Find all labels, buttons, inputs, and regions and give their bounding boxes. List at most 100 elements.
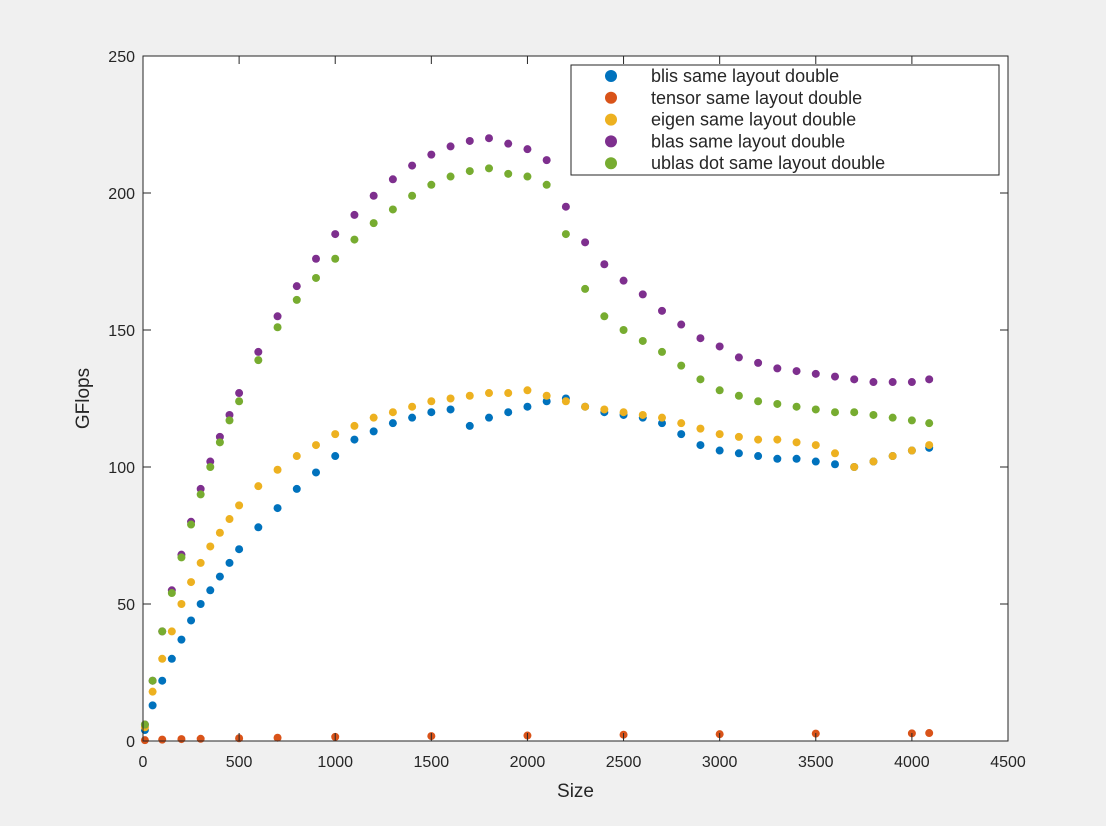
data-point xyxy=(677,320,686,329)
data-point xyxy=(388,175,397,184)
data-point xyxy=(140,736,149,745)
data-point xyxy=(600,405,609,414)
data-point xyxy=(148,687,157,696)
x-tick-label: 3000 xyxy=(702,754,738,771)
data-point xyxy=(677,430,686,439)
data-point xyxy=(869,378,878,387)
data-point xyxy=(215,572,224,581)
data-point xyxy=(754,358,763,367)
data-point xyxy=(177,635,186,644)
data-point xyxy=(254,347,263,356)
data-point xyxy=(715,446,724,455)
data-point xyxy=(542,180,551,189)
data-point xyxy=(254,482,263,491)
legend-marker xyxy=(605,91,617,104)
legend-label: blis same layout double xyxy=(651,66,839,86)
data-point xyxy=(292,484,301,493)
data-point xyxy=(350,235,359,244)
data-point xyxy=(619,276,628,285)
data-point xyxy=(658,347,666,356)
data-point xyxy=(658,413,666,422)
data-point xyxy=(561,397,570,406)
data-point xyxy=(619,408,628,417)
series-3 xyxy=(140,134,934,729)
data-point xyxy=(369,219,378,228)
data-point xyxy=(907,416,916,425)
series-2 xyxy=(140,386,934,732)
data-point xyxy=(523,145,532,154)
data-point xyxy=(196,734,205,743)
data-point xyxy=(869,410,878,419)
data-point xyxy=(235,501,244,510)
data-point xyxy=(465,391,474,400)
data-point xyxy=(427,397,436,406)
data-point xyxy=(465,421,474,430)
data-point xyxy=(831,372,839,381)
data-point xyxy=(350,210,359,219)
data-point xyxy=(581,284,590,293)
data-point xyxy=(350,435,359,444)
data-point xyxy=(638,290,647,299)
data-point xyxy=(504,408,513,417)
data-point xyxy=(831,408,839,417)
data-point xyxy=(254,356,263,365)
data-point xyxy=(292,295,301,304)
data-point xyxy=(196,490,205,499)
axis-ticks: 0 500 1000 1500 2000 2500 3000 3500 4000 4500 0 50 1… xyxy=(108,49,1026,771)
data-point xyxy=(187,616,196,625)
data-point xyxy=(485,134,493,143)
data-point xyxy=(427,408,436,417)
data-point xyxy=(369,413,378,422)
data-point xyxy=(206,463,215,471)
data-point xyxy=(273,323,282,332)
data-point xyxy=(523,402,532,411)
data-point xyxy=(187,520,196,529)
y-axis-label: GFlops xyxy=(73,368,94,429)
data-point xyxy=(177,600,186,608)
data-point xyxy=(696,441,705,450)
legend-label: blas same layout double xyxy=(651,131,845,151)
data-point xyxy=(369,427,378,436)
data-point xyxy=(600,260,609,269)
x-tick-label: 2500 xyxy=(606,754,642,771)
data-point xyxy=(225,558,234,567)
data-point xyxy=(254,523,263,532)
data-point xyxy=(850,408,859,417)
data-point xyxy=(754,435,763,444)
data-point xyxy=(331,230,340,239)
y-tick-label: 0 xyxy=(126,734,135,751)
legend-marker xyxy=(605,135,617,148)
data-point xyxy=(427,180,436,189)
data-point xyxy=(773,399,782,408)
data-point xyxy=(925,441,934,450)
data-point xyxy=(225,410,234,419)
data-point xyxy=(350,421,359,430)
data-point xyxy=(369,191,378,200)
data-point xyxy=(831,449,839,458)
data-point xyxy=(235,397,244,406)
x-tick-label: 1500 xyxy=(414,754,450,771)
data-point xyxy=(215,438,224,447)
data-point xyxy=(148,676,157,685)
data-point xyxy=(773,435,782,444)
x-tick-label: 4500 xyxy=(990,754,1026,771)
data-point xyxy=(754,397,763,406)
legend-marker xyxy=(605,157,617,170)
data-point xyxy=(504,139,513,148)
data-point xyxy=(907,446,916,455)
data-point xyxy=(206,457,215,466)
data-point xyxy=(888,413,897,422)
data-point xyxy=(523,386,532,395)
x-axis-label: Size xyxy=(557,781,594,802)
legend-label: tensor same layout double xyxy=(651,88,862,108)
plot-frame xyxy=(142,55,1009,742)
data-points xyxy=(140,134,934,745)
data-point xyxy=(158,735,167,744)
data-point xyxy=(696,334,705,343)
data-point xyxy=(658,306,666,315)
data-point xyxy=(869,457,878,466)
data-point xyxy=(140,720,149,729)
data-point xyxy=(158,654,167,663)
legend-label: eigen same layout double xyxy=(651,110,856,130)
